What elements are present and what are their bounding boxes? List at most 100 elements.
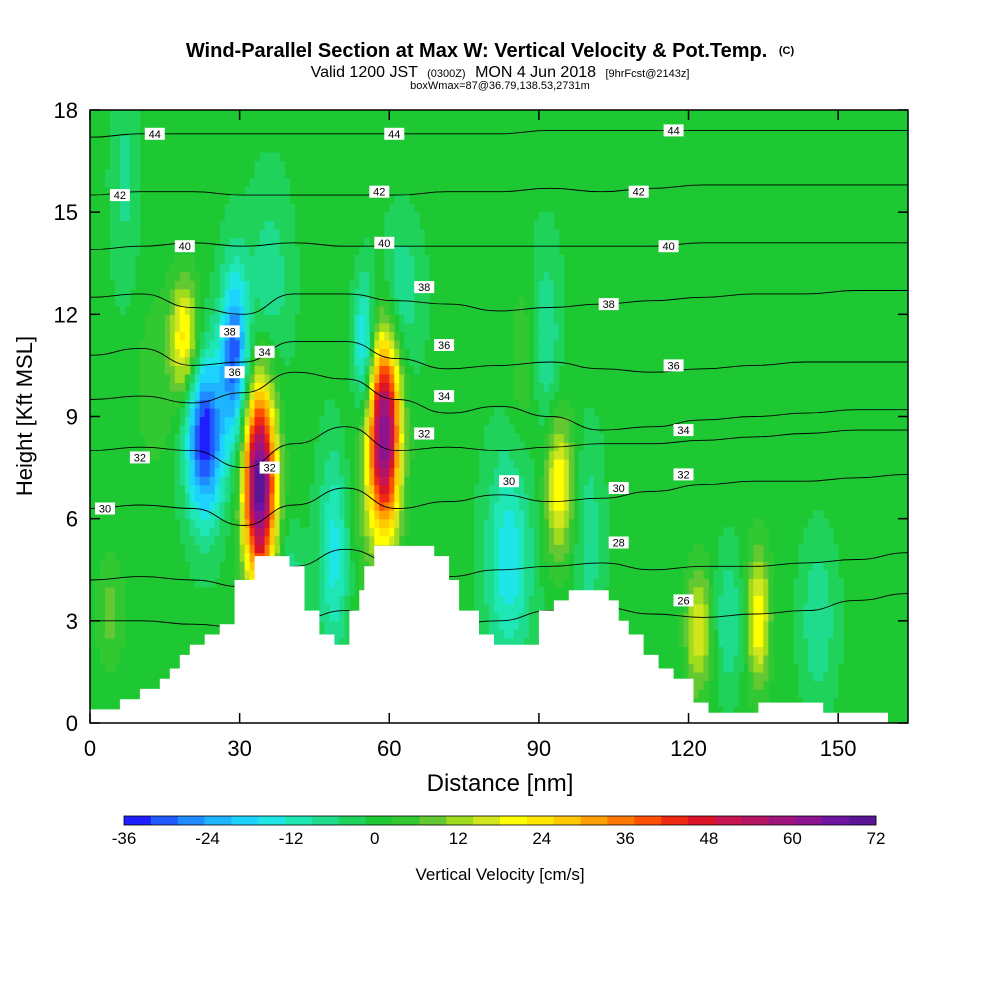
velocity-cell — [174, 382, 181, 392]
velocity-cell — [553, 314, 560, 324]
velocity-cell — [568, 544, 575, 554]
velocity-cell — [259, 339, 266, 349]
velocity-cell — [209, 390, 216, 401]
velocity-cell — [718, 552, 725, 562]
velocity-cell — [204, 416, 211, 426]
colorbar-tick-label: -36 — [112, 829, 137, 848]
velocity-cell — [314, 467, 321, 477]
velocity-cell — [334, 501, 340, 511]
velocity-cell — [109, 144, 116, 154]
velocity-cell — [124, 288, 131, 298]
velocity-cell — [803, 527, 809, 537]
velocity-cell — [508, 578, 515, 588]
velocity-cell — [259, 288, 266, 298]
velocity-cell — [199, 552, 206, 562]
velocity-cell — [224, 314, 231, 324]
velocity-cell — [114, 654, 121, 664]
velocity-cell — [364, 425, 370, 435]
velocity-cell — [239, 382, 246, 392]
velocity-cell — [489, 416, 495, 426]
velocity-cell — [404, 280, 410, 290]
velocity-cell — [259, 416, 266, 426]
velocity-cell — [404, 220, 410, 230]
velocity-cell — [693, 578, 700, 588]
velocity-cell — [94, 595, 101, 605]
velocity-cell — [558, 314, 565, 324]
velocity-cell — [548, 373, 555, 384]
velocity-cell — [359, 246, 365, 256]
velocity-cell — [813, 552, 819, 562]
velocity-cell — [364, 459, 370, 469]
velocity-cell — [254, 229, 261, 239]
velocity-cell — [359, 493, 365, 503]
velocity-cell — [314, 535, 321, 545]
velocity-cell — [254, 399, 261, 409]
velocity-cell — [244, 271, 251, 281]
velocity-cell — [154, 442, 161, 452]
velocity-cell — [379, 331, 385, 341]
velocity-cell — [548, 280, 555, 290]
velocity-cell — [129, 135, 136, 145]
velocity-cell — [838, 646, 844, 656]
velocity-cell — [254, 544, 261, 554]
velocity-cell — [833, 671, 839, 682]
velocity-cell — [374, 450, 380, 460]
velocity-cell — [558, 271, 565, 281]
velocity-cell — [249, 450, 256, 460]
contour-label-box — [434, 390, 455, 403]
velocity-cell — [404, 518, 410, 528]
velocity-cell — [513, 382, 520, 392]
velocity-cell — [543, 399, 550, 409]
velocity-cell — [803, 629, 809, 639]
velocity-cell — [244, 263, 251, 273]
velocity-cell — [244, 246, 251, 256]
velocity-cell — [593, 527, 600, 537]
velocity-cell — [833, 586, 839, 596]
velocity-cell — [568, 535, 575, 545]
velocity-cell — [748, 620, 754, 630]
velocity-cell — [528, 544, 535, 554]
velocity-cell — [718, 646, 725, 656]
velocity-cell — [763, 637, 769, 647]
velocity-cell — [169, 365, 176, 375]
velocity-cell — [743, 569, 749, 579]
velocity-cell — [339, 442, 345, 452]
velocity-cell — [309, 603, 316, 613]
velocity-cell — [264, 220, 271, 230]
velocity-cell — [543, 297, 550, 307]
velocity-cell — [269, 518, 276, 528]
velocity-cell — [399, 476, 405, 486]
velocity-cell — [563, 569, 570, 579]
colorbar-tick-label: -12 — [279, 829, 304, 848]
isentrope-lines — [90, 129, 908, 629]
contour-label: 34 — [434, 390, 455, 403]
velocity-cell — [518, 382, 525, 392]
velocity-cell — [399, 263, 405, 273]
velocity-cell — [284, 348, 291, 358]
velocity-cell — [548, 305, 555, 315]
velocity-cell — [508, 501, 515, 511]
velocity-cell — [264, 450, 271, 460]
velocity-cell — [489, 620, 495, 630]
velocity-cell — [733, 629, 740, 639]
velocity-cell — [733, 646, 740, 656]
velocity-cell — [334, 620, 340, 630]
velocity-cell — [494, 603, 500, 613]
velocity-cell — [164, 382, 171, 392]
velocity-cell — [309, 518, 316, 528]
contour-label: 42 — [109, 189, 130, 202]
velocity-cell — [184, 527, 191, 537]
velocity-cell — [109, 220, 116, 230]
velocity-cell — [209, 433, 216, 443]
velocity-cell — [219, 263, 226, 273]
velocity-cell — [224, 280, 231, 290]
velocity-cell — [723, 561, 730, 571]
velocity-cell — [119, 629, 126, 639]
velocity-cell — [354, 356, 360, 367]
velocity-cell — [384, 459, 390, 469]
contour-label-box — [608, 536, 629, 549]
velocity-cell — [184, 263, 191, 273]
velocity-cell — [229, 280, 236, 290]
velocity-cell — [169, 263, 176, 273]
velocity-cell — [708, 586, 715, 596]
